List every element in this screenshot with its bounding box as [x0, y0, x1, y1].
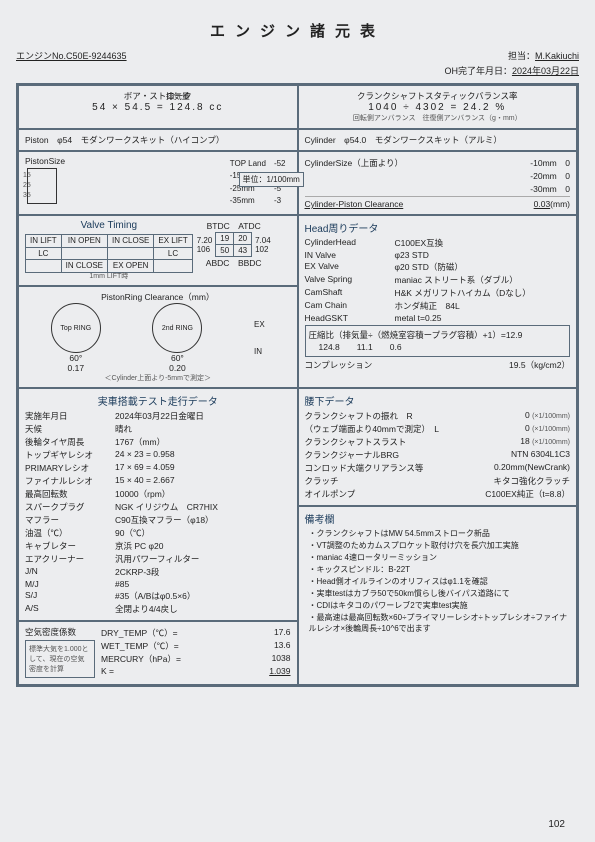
- remark-item: maniac 4速ロータリーミッション: [309, 552, 571, 563]
- head-row: CamShaftH&K メガリフトハイカム（Dなし）: [305, 287, 571, 299]
- lower-row: コンロッド大端クリアランス等0.20mm(NewCrank): [305, 462, 571, 474]
- ring-clearance-cell: PistonRing Clearance（mm） Top RING 60° 0.…: [18, 286, 298, 388]
- remark-item: CDIはキタコのパワーレブ2で実車test実施: [309, 600, 571, 611]
- head-row: HeadGSKTmetal t=0.25: [305, 313, 571, 323]
- lower-data-cell: 腰下データ クランクシャフトの振れ R0 (×1/100mm)（ウェブ端面より4…: [298, 388, 578, 506]
- main-spec-box: ボア・ストローク 54 × 54.5 = 124.8 cc 排気量 クランクシャ…: [16, 83, 579, 687]
- test-row: M/J#85: [25, 579, 291, 589]
- lower-row: クラッチキタコ強化クラッチ: [305, 475, 571, 487]
- test-row: 後輪タイヤ周長1767（mm）: [25, 436, 291, 448]
- remark-item: Head側オイルラインのオリフィスはφ1.1を確認: [309, 576, 571, 587]
- test-row: J/N2CKRP-3段: [25, 566, 291, 578]
- remark-item: VT調整のためカムスプロケット取付け穴を長穴加工実施: [309, 540, 571, 551]
- bore-stroke-cell: ボア・ストローク 54 × 54.5 = 124.8 cc 排気量: [18, 85, 298, 129]
- head-row: Valve Springmaniac ストリート系（ダブル）: [305, 274, 571, 286]
- lower-row: オイルポンプC100EX純正（t=8.8）: [305, 488, 571, 500]
- remark-item: クランクシャフトはMW 54.5mmストローク新品: [309, 528, 571, 539]
- test-row: 天候晴れ: [25, 423, 291, 435]
- oh-date: OH完了年月日：2024年03月22日: [444, 64, 579, 77]
- engine-no: エンジンNo.C50E-9244635: [16, 49, 127, 62]
- test-row: 最高回転数10000（rpm）: [25, 488, 291, 500]
- test-row: A/S全閉より4/4戻し: [25, 603, 291, 615]
- test-data-cell: 実車搭載テスト走行データ 実施年月日2024年03月22日金曜日天候晴れ後輪タイ…: [18, 388, 298, 621]
- test-row: キャブレター京浜 PC φ20: [25, 540, 291, 552]
- valve-timing-cell: Valve Timing IN LIFTIN OPENIN CLOSEEX LI…: [18, 215, 298, 286]
- piston-diagram: [27, 168, 57, 204]
- test-row: トップギヤレシオ24 × 23 = 0.958: [25, 449, 291, 461]
- lower-row: （ウェブ端面より40mmで測定） L0 (×1/100mm): [305, 423, 571, 435]
- test-row: 油温（℃）90（℃）: [25, 527, 291, 539]
- head-row: CylinderHeadC100EX互換: [305, 237, 571, 249]
- cylinder-label: Cylinder φ54.0 モダンワークスキット（アルミ）: [298, 129, 578, 151]
- test-row: スパークプラグNGK イリジウム CR7HIX: [25, 501, 291, 513]
- head-data-cell: Head周りデータ CylinderHeadC100EX互換IN Valveφ2…: [298, 215, 578, 388]
- page-title: エンジン諸元表: [16, 20, 579, 41]
- remark-item: 最高速は最高回転数×60÷プライマリーレシオ÷トップレシオ÷ファイナルレシオ×後…: [309, 612, 571, 634]
- remark-item: 実車testはカブラ50で50km慣らし後バイパス道路にて: [309, 588, 571, 599]
- cylinder-size-cell: 単位：1/100mm CylinderSize（上面より）-10mm 0 -20…: [298, 151, 578, 215]
- person-in-charge: 担当：M.Kakiuchi: [508, 49, 579, 62]
- page-number: 102: [548, 819, 565, 830]
- test-row: 実施年月日2024年03月22日金曜日: [25, 410, 291, 422]
- air-density-cell: 空気密度係数 標準大気を1.000として、現在の空気密度を計算 DRY_TEMP…: [18, 621, 298, 685]
- head-row: EX Valveφ20 STD（防磁）: [305, 261, 571, 273]
- lower-row: クランクシャフトスラスト18 (×1/100mm): [305, 436, 571, 448]
- piston-label: Piston φ54 モダンワークスキット（ハイコンプ）: [18, 129, 298, 151]
- test-row: マフラーC90互換マフラー（φ18）: [25, 514, 291, 526]
- lower-row: クランクジャーナルBRGNTN 6304L1C3: [305, 449, 571, 461]
- test-row: エアクリーナー汎用パワーフィルター: [25, 553, 291, 565]
- remarks-cell: 備考欄 クランクシャフトはMW 54.5mmストローク新品VT調整のためカムスプ…: [298, 506, 578, 685]
- test-row: PRIMARYレシオ17 × 69 = 4.059: [25, 462, 291, 474]
- head-row: Cam Chainホンダ純正 84L: [305, 300, 571, 312]
- remark-item: キックスピンドル：B-22T: [309, 564, 571, 575]
- test-row: S/J#35（A/Bはφ0.5×6）: [25, 590, 291, 602]
- test-row: ファイナルレシオ15 × 40 = 2.667: [25, 475, 291, 487]
- head-row: IN Valveφ23 STD: [305, 250, 571, 260]
- crank-balance-cell: クランクシャフトスタティックバランス率 1040 ÷ 4302 = 24.2 %…: [298, 85, 578, 129]
- lower-row: クランクシャフトの振れ R0 (×1/100mm): [305, 410, 571, 422]
